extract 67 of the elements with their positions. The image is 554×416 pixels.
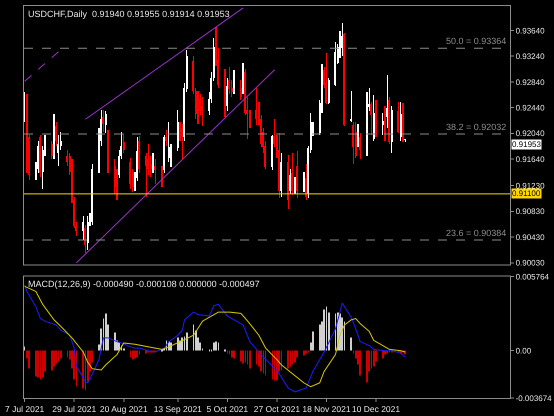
y-tick-label: 0.005764 xyxy=(516,272,550,282)
y-tick-label: 0.00 xyxy=(516,346,532,356)
bar xyxy=(37,350,39,378)
bar xyxy=(35,350,37,376)
ref-line-label: 50.0 = 0.93364 xyxy=(446,36,506,46)
y-tick-label: 0.91640 xyxy=(516,154,546,164)
bar xyxy=(366,350,368,382)
bar xyxy=(181,337,183,350)
bar xyxy=(132,350,134,360)
x-tick-label: 10 Dec 2021 xyxy=(352,404,400,414)
bar xyxy=(42,350,44,378)
y-tick-label: 0.91230 xyxy=(516,181,546,190)
bar xyxy=(28,350,30,368)
bar xyxy=(114,332,116,350)
bar xyxy=(294,350,296,362)
bar xyxy=(276,350,278,380)
y-tick-label: 0.92840 xyxy=(516,78,546,87)
bar xyxy=(382,350,384,358)
bar xyxy=(60,350,62,358)
bar xyxy=(145,350,147,354)
x-tick-label: 29 Jul 2021 xyxy=(52,404,96,414)
bar xyxy=(359,350,361,376)
y-tick-label: -0.003674 xyxy=(516,394,552,403)
bar xyxy=(373,350,375,366)
bar xyxy=(341,317,343,350)
bar xyxy=(179,340,181,350)
chart-title: USDCHF,Daily 0.91940 0.91955 0.91914 0.91953 xyxy=(28,9,230,19)
chart-title: MACD(12,26,9) -0.000490 -0.000108 0.000000 -0.000497 xyxy=(28,279,260,289)
y-tick-label: 0.90430 xyxy=(516,232,546,242)
bar xyxy=(136,350,138,358)
y-tick-label: 0.92040 xyxy=(516,129,546,138)
candlestick xyxy=(350,91,352,122)
bar xyxy=(186,332,188,350)
ref-line-label: 23.6 = 0.90384 xyxy=(446,228,506,238)
bar xyxy=(105,313,107,350)
y-tick-label: 0.93240 xyxy=(516,52,546,61)
bar xyxy=(55,350,57,364)
text: 0.91953 xyxy=(512,140,542,149)
y-tick-label: 0.92440 xyxy=(516,103,546,112)
bar xyxy=(177,337,179,350)
bar xyxy=(319,324,321,350)
x-tick-label: 5 Oct 2021 xyxy=(206,404,248,414)
bar xyxy=(215,341,217,350)
bar xyxy=(231,350,233,358)
bar xyxy=(287,350,289,368)
bar xyxy=(249,350,251,368)
x-tick-label: 18 Nov 2021 xyxy=(302,404,351,414)
bar xyxy=(350,337,352,350)
bar xyxy=(305,350,307,354)
x-tick-label: 20 Aug 2021 xyxy=(100,404,148,414)
bar xyxy=(242,350,244,364)
x-tick-label: 7 Jul 2021 xyxy=(5,404,45,414)
ref-line-label: 38.2 = 0.92032 xyxy=(446,122,506,132)
bar xyxy=(213,342,215,350)
bar xyxy=(240,350,242,362)
bar xyxy=(51,350,53,370)
bar xyxy=(260,350,262,372)
y-tick-label: 0.93640 xyxy=(516,26,546,36)
bar xyxy=(312,331,314,350)
bar xyxy=(323,309,325,350)
x-tick-label: 27 Oct 2021 xyxy=(254,404,300,414)
bar xyxy=(303,350,305,356)
ref-line-label: 0.91100 xyxy=(512,189,541,198)
y-tick-label: 0.90830 xyxy=(516,207,546,216)
x-tick-label: 13 Sep 2021 xyxy=(154,404,202,414)
bar xyxy=(233,350,235,358)
y-tick-label: 0.90030 xyxy=(516,258,546,268)
